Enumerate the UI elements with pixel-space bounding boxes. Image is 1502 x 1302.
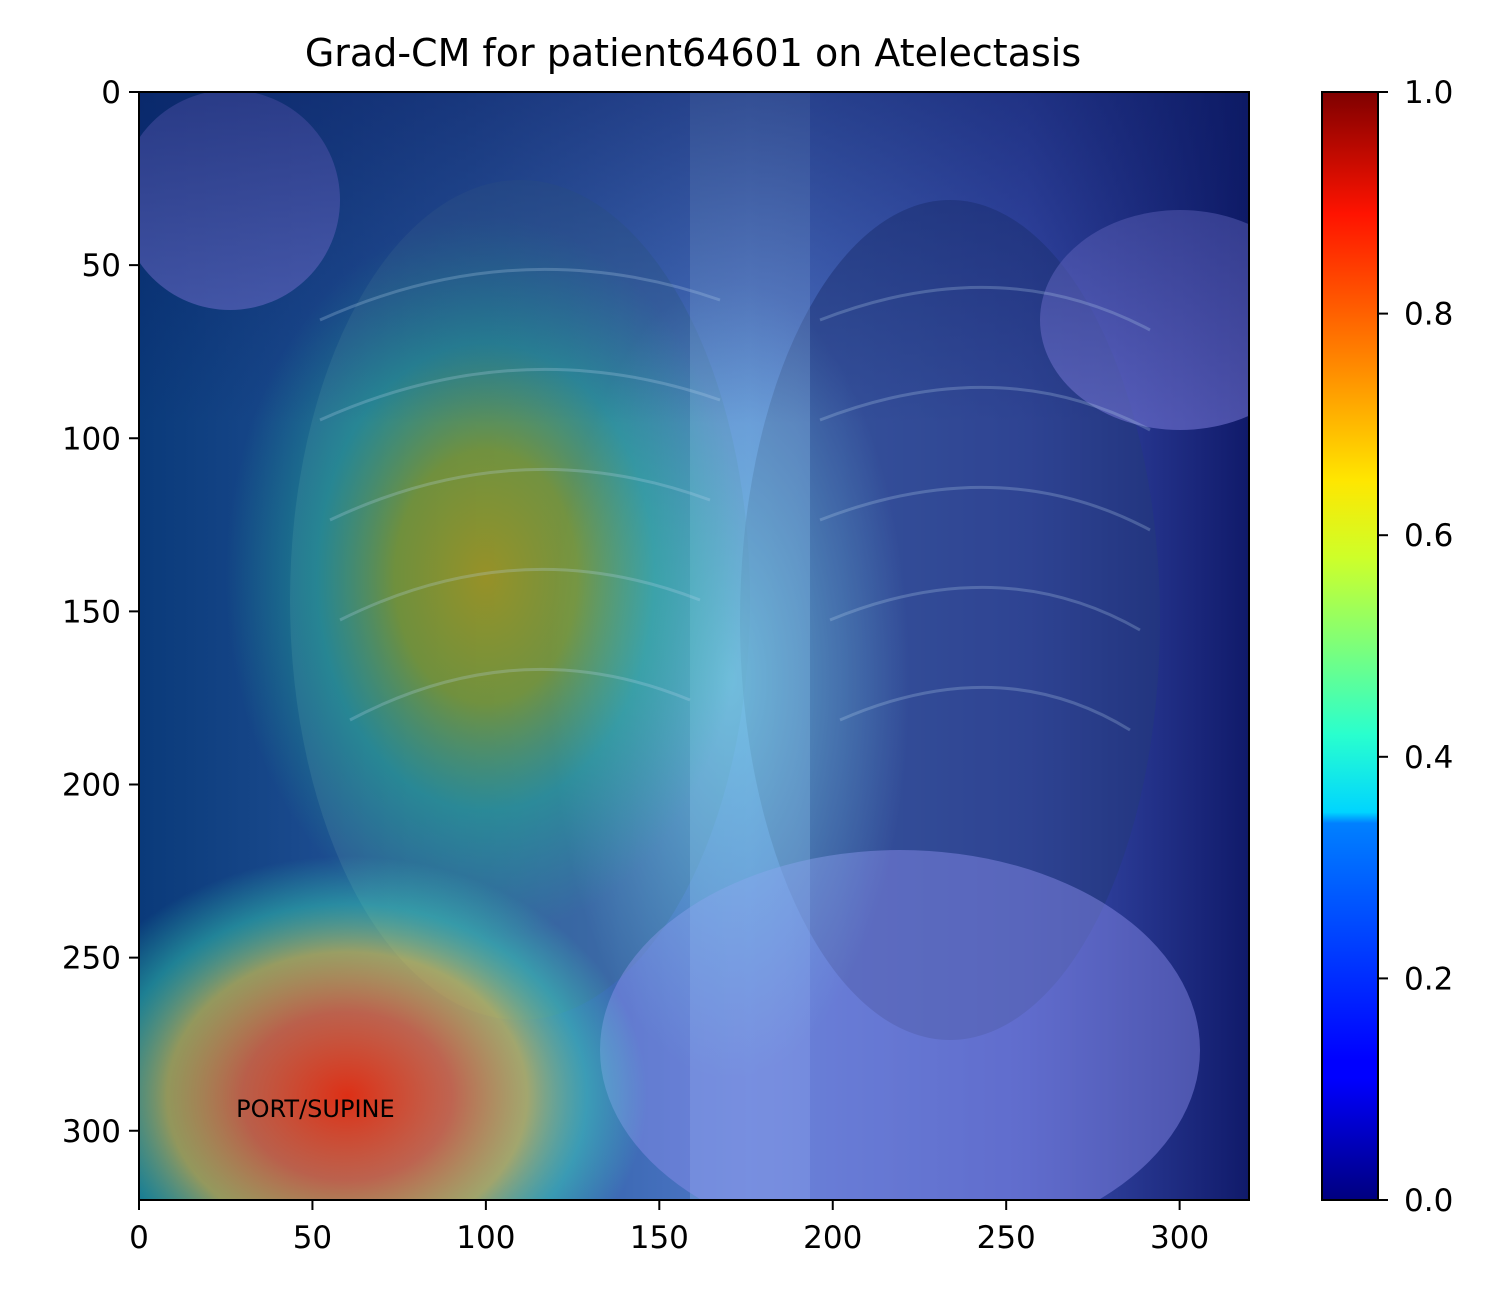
colorbar-tick-label: 0.2 [1404,961,1453,997]
plot-frame [138,91,1250,1201]
colorbar-axis: 0.0 0.2 0.4 0.6 0.8 1.0 [1378,75,1453,1219]
x-tick-label: 0 [129,1220,149,1256]
chart-title: Grad-CM for patient64601 on Atelectasis [305,31,1081,75]
x-tick-label: 150 [630,1220,689,1256]
colorbar-tick-label: 0.0 [1404,1183,1453,1219]
x-tick-label: 250 [977,1220,1036,1256]
y-tick-label: 250 [62,941,121,977]
colorbar-tick-label: 0.6 [1404,518,1453,554]
y-tick-label: 300 [62,1114,121,1150]
colorbar [1322,92,1378,1200]
x-tick-label: 300 [1150,1220,1209,1256]
y-tick-label: 50 [82,248,121,284]
x-axis: 0 50 100 150 200 250 300 [129,1200,1209,1256]
y-tick-label: 200 [62,768,121,804]
y-tick-label: 0 [101,75,121,111]
y-axis: 0 50 100 150 200 250 300 [62,75,139,1150]
colorbar-tick-label: 0.8 [1404,297,1453,333]
y-tick-label: 150 [62,594,121,630]
y-tick-label: 100 [62,421,121,457]
colorbar-tick-label: 0.4 [1404,740,1453,776]
colorbar-tick-label: 1.0 [1404,75,1453,111]
heatmap-image: PORT/SUPINE [139,92,1249,1200]
x-tick-label: 200 [803,1220,862,1256]
rib-lines [319,267,1151,732]
x-tick-label: 50 [293,1220,332,1256]
x-tick-label: 100 [456,1220,515,1256]
port-supine-annotation: PORT/SUPINE [236,1095,395,1123]
colorbar-frame [1321,91,1379,1201]
